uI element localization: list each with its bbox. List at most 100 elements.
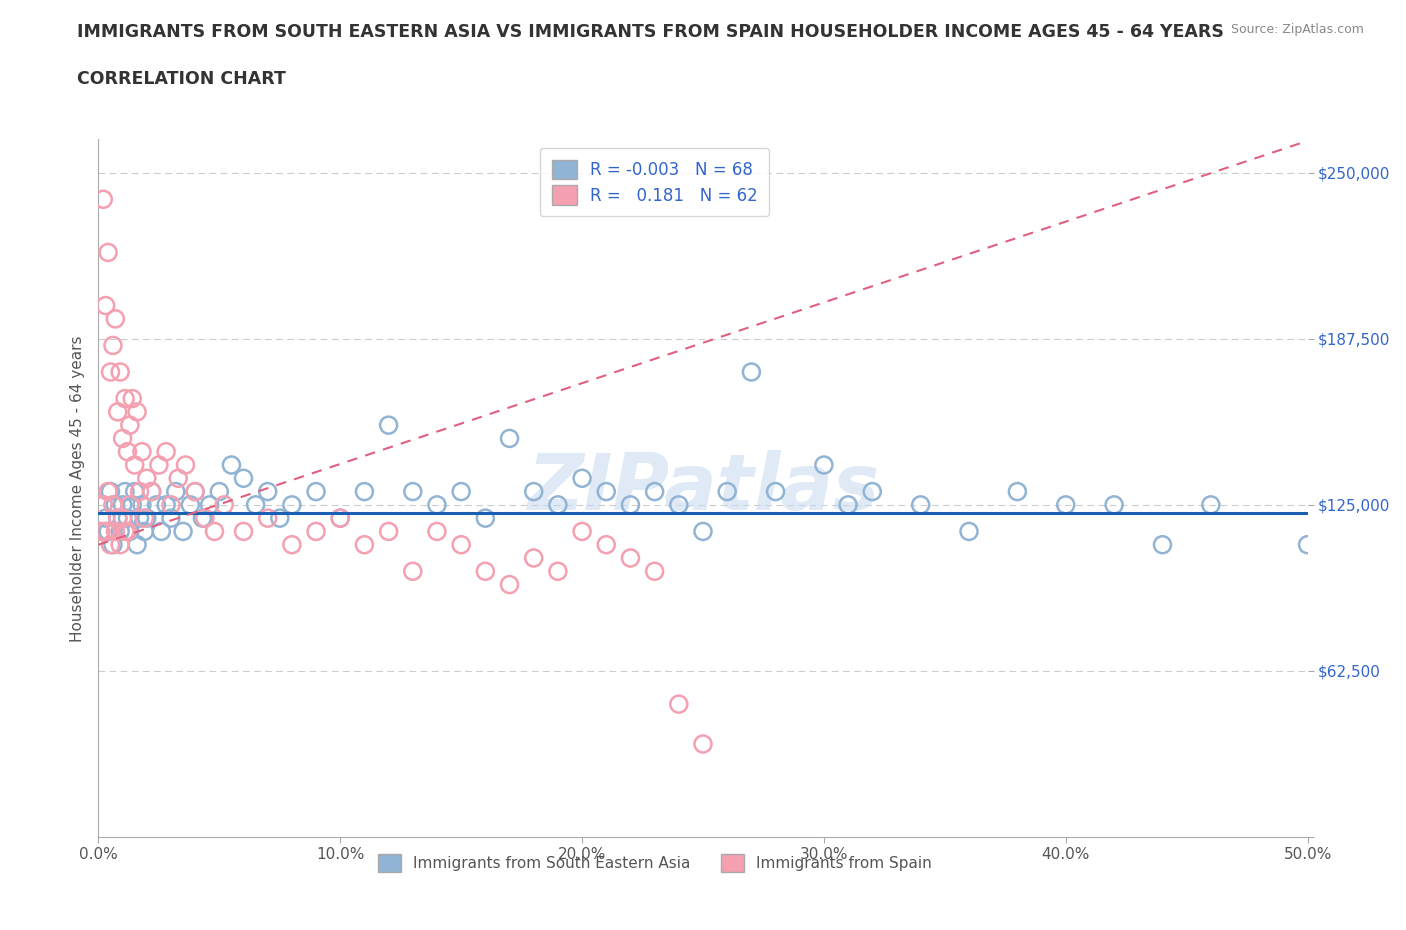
Point: [692, 524, 714, 538]
Point: [329, 511, 352, 525]
Point: [94, 511, 117, 525]
Point: [114, 524, 136, 538]
Point: [111, 431, 134, 445]
Point: [547, 564, 569, 578]
Text: Source: ZipAtlas.com: Source: ZipAtlas.com: [1230, 23, 1364, 36]
Text: CORRELATION CHART: CORRELATION CHART: [77, 70, 287, 87]
Point: [145, 498, 167, 512]
Point: [716, 485, 738, 499]
Point: [1296, 538, 1319, 552]
Point: [97, 485, 120, 499]
Point: [165, 485, 187, 499]
Point: [245, 498, 267, 512]
Point: [212, 498, 235, 512]
Point: [353, 538, 375, 552]
Point: [91, 192, 114, 206]
Point: [232, 471, 254, 485]
Point: [402, 564, 425, 578]
Point: [91, 498, 114, 512]
Point: [104, 312, 127, 326]
Point: [191, 511, 214, 525]
Point: [256, 511, 278, 525]
Point: [474, 564, 496, 578]
Point: [595, 538, 617, 552]
Point: [108, 538, 131, 552]
Point: [184, 485, 207, 499]
Point: [111, 498, 134, 512]
Point: [100, 365, 122, 379]
Point: [1102, 498, 1125, 512]
Point: [305, 485, 328, 499]
Point: [118, 418, 141, 432]
Point: [135, 511, 157, 525]
Legend: Immigrants from South Eastern Asia, Immigrants from Spain: Immigrants from South Eastern Asia, Immi…: [371, 848, 938, 878]
Point: [107, 511, 129, 525]
Point: [94, 524, 117, 538]
Point: [474, 511, 496, 525]
Point: [97, 524, 120, 538]
Point: [101, 498, 124, 512]
Point: [124, 458, 146, 472]
Point: [198, 498, 221, 512]
Point: [813, 458, 835, 472]
Point: [426, 524, 449, 538]
Point: [94, 299, 117, 313]
Point: [837, 498, 859, 512]
Point: [167, 471, 190, 485]
Point: [160, 498, 183, 512]
Point: [547, 498, 569, 512]
Point: [135, 471, 157, 485]
Point: [668, 498, 690, 512]
Point: [1152, 538, 1174, 552]
Point: [644, 485, 666, 499]
Y-axis label: Householder Income Ages 45 - 64 years: Householder Income Ages 45 - 64 years: [69, 335, 84, 642]
Point: [668, 697, 690, 711]
Point: [692, 737, 714, 751]
Point: [108, 524, 131, 538]
Point: [571, 524, 593, 538]
Point: [107, 405, 129, 419]
Point: [100, 538, 122, 552]
Point: [172, 524, 194, 538]
Point: [128, 511, 150, 525]
Point: [90, 524, 112, 538]
Point: [117, 511, 139, 525]
Point: [1199, 498, 1222, 512]
Point: [305, 524, 328, 538]
Point: [571, 471, 593, 485]
Point: [208, 485, 231, 499]
Point: [134, 524, 156, 538]
Point: [204, 524, 226, 538]
Point: [281, 498, 304, 512]
Point: [104, 524, 127, 538]
Point: [141, 485, 163, 499]
Point: [184, 485, 207, 499]
Point: [101, 338, 124, 352]
Point: [131, 498, 153, 512]
Point: [107, 511, 129, 525]
Point: [402, 485, 425, 499]
Point: [523, 551, 546, 565]
Point: [111, 511, 134, 525]
Point: [155, 498, 177, 512]
Point: [860, 485, 883, 499]
Point: [117, 524, 139, 538]
Point: [232, 524, 254, 538]
Point: [377, 524, 399, 538]
Point: [100, 485, 122, 499]
Point: [174, 458, 197, 472]
Point: [127, 538, 149, 552]
Point: [114, 392, 136, 406]
Point: [194, 511, 217, 525]
Point: [97, 245, 120, 259]
Point: [124, 485, 146, 499]
Point: [498, 431, 520, 445]
Point: [101, 538, 124, 552]
Point: [281, 538, 304, 552]
Text: IMMIGRANTS FROM SOUTH EASTERN ASIA VS IMMIGRANTS FROM SPAIN HOUSEHOLDER INCOME A: IMMIGRANTS FROM SOUTH EASTERN ASIA VS IM…: [77, 23, 1225, 41]
Point: [910, 498, 932, 512]
Point: [155, 445, 177, 459]
Point: [644, 564, 666, 578]
Point: [148, 458, 170, 472]
Point: [141, 485, 163, 499]
